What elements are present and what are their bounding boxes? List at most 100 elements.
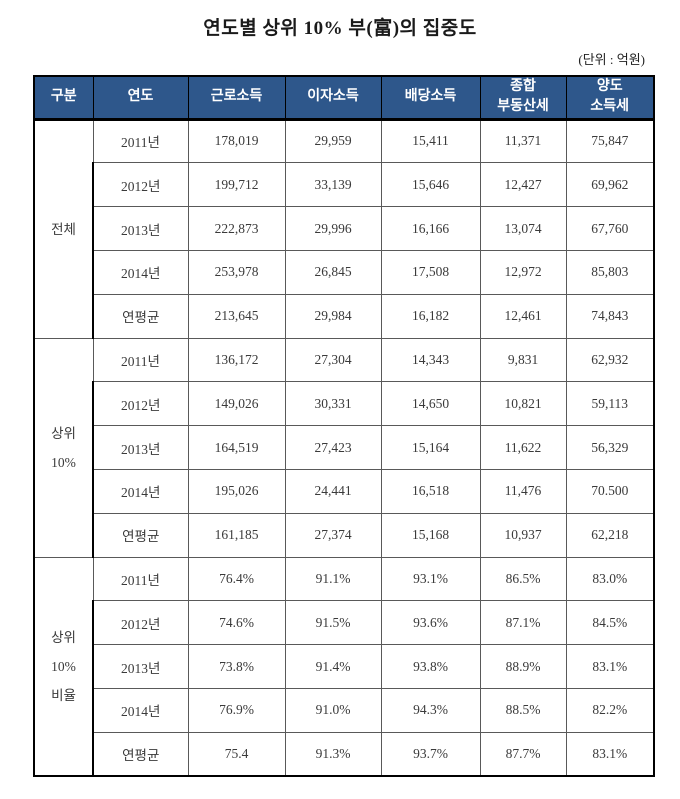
header-cell-interest-income: 이자소득 [284, 75, 382, 121]
header-cell-category: 구분 [33, 75, 94, 121]
table-row: 2012년 149,026 30,331 14,650 10,821 59,11… [34, 381, 655, 427]
value-cell: 83.0% [565, 556, 655, 602]
value-cell: 9,831 [479, 337, 567, 383]
header-cell-earned-income: 근로소득 [187, 75, 286, 121]
value-cell: 85,803 [565, 249, 655, 295]
value-cell: 94.3% [380, 687, 481, 733]
value-cell: 88.5% [479, 687, 567, 733]
value-cell: 87.1% [479, 600, 567, 646]
value-cell: 83.1% [565, 644, 655, 689]
value-cell: 11,476 [479, 468, 567, 514]
value-cell: 70.500 [565, 468, 655, 514]
value-cell: 62,218 [565, 512, 655, 558]
value-cell: 15,646 [380, 162, 481, 208]
value-cell: 10,937 [479, 512, 567, 558]
value-cell: 82.2% [565, 687, 655, 733]
value-cell: 91.1% [284, 556, 382, 602]
value-cell: 29,984 [284, 293, 382, 339]
value-cell: 67,760 [565, 206, 655, 251]
value-cell: 15,411 [380, 118, 481, 164]
group-label-top10: 상위 10% [33, 337, 94, 558]
unit-label: (단위 : 억원) [578, 52, 645, 67]
value-cell: 12,972 [479, 249, 567, 295]
value-cell: 93.7% [380, 731, 481, 778]
year-cell: 2013년 [92, 425, 189, 470]
value-cell: 27,423 [284, 425, 382, 470]
header-cell-real-estate-tax: 종합 부동산세 [479, 75, 567, 121]
value-cell: 15,168 [380, 512, 481, 558]
value-cell: 11,371 [479, 118, 567, 164]
value-cell: 161,185 [187, 512, 286, 558]
year-cell: 2012년 [92, 162, 189, 208]
value-cell: 178,019 [187, 118, 286, 164]
table-row: 연평균 75.4 91.3% 93.7% 87.7% 83.1% [34, 731, 655, 778]
group-label-total: 전체 [33, 118, 94, 339]
page-title: 연도별 상위 10% 부(富)의 집중도 [203, 18, 477, 39]
year-cell: 2014년 [92, 249, 189, 295]
header-cell-dividend-income: 배당소득 [380, 75, 481, 121]
year-cell: 2012년 [92, 381, 189, 427]
value-cell: 195,026 [187, 468, 286, 514]
value-cell: 87.7% [479, 731, 567, 778]
value-cell: 76.4% [187, 556, 286, 602]
group-label-top10-ratio: 상위 10% 비율 [33, 556, 94, 777]
value-cell: 29,959 [284, 118, 382, 164]
table-row: 전체 2011년 178,019 29,959 15,411 11,371 75… [33, 118, 655, 339]
table-row: 2014년 253,978 26,845 17,508 12,972 85,80… [34, 249, 655, 295]
year-cell: 연평균 [92, 731, 189, 778]
year-cell: 2011년 [92, 556, 189, 602]
value-cell: 75,847 [565, 118, 655, 164]
year-cell: 연평균 [92, 512, 189, 558]
table-row: 2012년 199,712 33,139 15,646 12,427 69,96… [34, 162, 655, 208]
value-cell: 93.6% [380, 600, 481, 646]
table-row: 연평균 161,185 27,374 15,168 10,937 62,218 [34, 512, 655, 558]
value-cell: 136,172 [187, 337, 286, 383]
value-cell: 62,932 [565, 337, 655, 383]
year-cell: 연평균 [92, 293, 189, 339]
value-cell: 16,518 [380, 468, 481, 514]
table-row: 2013년 164,519 27,423 15,164 11,622 56,32… [34, 425, 655, 470]
year-cell: 2014년 [92, 687, 189, 733]
value-cell: 84.5% [565, 600, 655, 646]
value-cell: 16,182 [380, 293, 481, 339]
value-cell: 15,164 [380, 425, 481, 470]
value-cell: 91.3% [284, 731, 382, 778]
value-cell: 27,374 [284, 512, 382, 558]
value-cell: 76.9% [187, 687, 286, 733]
year-cell: 2011년 [92, 118, 189, 164]
value-cell: 56,329 [565, 425, 655, 470]
value-cell: 164,519 [187, 425, 286, 470]
year-cell: 2012년 [92, 600, 189, 646]
table-row: 2014년 195,026 24,441 16,518 11,476 70.50… [34, 468, 655, 514]
value-cell: 83.1% [565, 731, 655, 778]
value-cell: 149,026 [187, 381, 286, 427]
year-cell: 2014년 [92, 468, 189, 514]
header-row: 구분 연도 근로소득 이자소득 배당소득 종합 부동산세 양도 소득세 [33, 75, 655, 121]
value-cell: 29,996 [284, 206, 382, 251]
value-cell: 14,343 [380, 337, 481, 383]
value-cell: 75.4 [187, 731, 286, 778]
table-row: 2013년 73.8% 91.4% 93.8% 88.9% 83.1% [34, 644, 655, 689]
value-cell: 253,978 [187, 249, 286, 295]
value-cell: 16,166 [380, 206, 481, 251]
table-row: 2014년 76.9% 91.0% 94.3% 88.5% 82.2% [34, 687, 655, 733]
value-cell: 11,622 [479, 425, 567, 470]
table-row: 상위 10% 비율 2011년 76.4% 91.1% 93.1% 86.5% … [33, 556, 655, 777]
value-cell: 86.5% [479, 556, 567, 602]
value-cell: 222,873 [187, 206, 286, 251]
header-cell-capital-gains-tax: 양도 소득세 [565, 75, 655, 121]
value-cell: 74.6% [187, 600, 286, 646]
value-cell: 30,331 [284, 381, 382, 427]
value-cell: 74,843 [565, 293, 655, 339]
table-row: 2012년 74.6% 91.5% 93.6% 87.1% 84.5% [34, 600, 655, 646]
value-cell: 91.5% [284, 600, 382, 646]
value-cell: 12,461 [479, 293, 567, 339]
table-row: 2013년 222,873 29,996 16,166 13,074 67,76… [34, 206, 655, 251]
value-cell: 59,113 [565, 381, 655, 427]
table-row: 상위 10% 2011년 136,172 27,304 14,343 9,831… [33, 337, 655, 558]
value-cell: 26,845 [284, 249, 382, 295]
wealth-concentration-table: 구분 연도 근로소득 이자소득 배당소득 종합 부동산세 양도 소득세 전체 2… [33, 75, 655, 778]
value-cell: 73.8% [187, 644, 286, 689]
value-cell: 93.1% [380, 556, 481, 602]
